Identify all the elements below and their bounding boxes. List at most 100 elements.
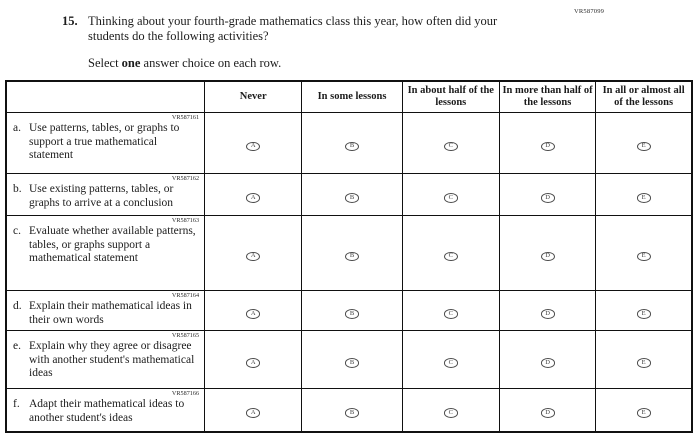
response-matrix: Never In some lessons In about half of t… [5,80,693,433]
answer-bubble-a-about-half[interactable]: C [443,141,458,151]
bubble-letter: E [641,358,646,366]
answer-bubble-f-all-or-almost-all[interactable]: E [636,408,651,418]
table-row-b: VR587162 b. Use existing patterns, table… [5,173,693,216]
answer-bubble-f-about-half[interactable]: C [443,408,458,418]
row-text: Evaluate whether available patterns, tab… [29,225,196,264]
answer-cell: C [401,173,500,216]
question-number: 15. [62,14,78,28]
bubble-letter: C [448,358,453,366]
answer-cell: A [204,388,303,432]
bubble-letter: E [641,193,646,201]
answer-bubble-b-about-half[interactable]: C [443,193,458,203]
row-letter: f. [13,398,20,410]
answer-bubble-e-all-or-almost-all[interactable]: E [636,358,651,368]
column-header-some-lessons: In some lessons [301,80,403,113]
bubble-letter: A [250,193,256,201]
answer-bubble-f-more-than-half[interactable]: D [540,408,555,418]
answer-bubble-a-more-than-half[interactable]: D [540,141,555,151]
row-letter: d. [13,300,22,312]
table-row-e: VR587165 e. Explain why they agree or di… [5,330,693,389]
row-code: VR587164 [171,292,200,299]
answer-bubble-c-never[interactable]: A [246,251,261,261]
answer-cell: C [401,330,500,389]
bubble-letter: C [448,309,453,317]
row-letter: a. [13,122,21,134]
answer-bubble-c-about-half[interactable]: C [443,251,458,261]
answer-cell: A [204,112,303,174]
answer-bubble-d-some-lessons[interactable]: B [345,309,359,319]
answer-bubble-c-all-or-almost-all[interactable]: E [636,251,651,261]
answer-cell: C [401,215,500,291]
answer-cell: D [498,112,597,174]
answer-cell: B [301,388,403,432]
answer-bubble-e-some-lessons[interactable]: B [345,358,359,368]
answer-bubble-f-some-lessons[interactable]: B [345,408,359,418]
row-text: Use existing patterns, tables, or graphs… [29,183,174,209]
answer-bubble-b-all-or-almost-all[interactable]: E [636,193,651,203]
answer-cell: D [498,388,597,432]
answer-bubble-c-more-than-half[interactable]: D [540,251,555,261]
answer-cell: D [498,290,597,331]
row-stem: VR587162 b. Use existing patterns, table… [5,173,206,216]
row-letter: b. [13,183,22,195]
row-stem: VR587163 c. Evaluate whether available p… [5,215,206,291]
bubble-letter: D [545,193,550,201]
bubble-letter: E [641,252,646,259]
answer-bubble-f-never[interactable]: A [246,408,261,418]
table-row-f: VR587166 f. Adapt their mathematical ide… [5,388,693,432]
answer-bubble-e-more-than-half[interactable]: D [540,358,555,368]
answer-bubble-d-more-than-half[interactable]: D [540,309,555,319]
question-instruction: Select one answer choice on each row. [88,56,281,71]
answer-cell: D [498,215,597,291]
row-code: VR587163 [171,217,200,224]
column-header-more-than-half: In more than half of the lessons [498,80,597,113]
answer-bubble-e-never[interactable]: A [246,358,261,368]
row-code: VR587166 [171,390,200,397]
row-code: VR587161 [171,114,200,121]
answer-bubble-d-never[interactable]: A [246,309,261,319]
bubble-letter: A [250,358,256,366]
answer-bubble-d-all-or-almost-all[interactable]: E [636,309,651,319]
instruction-prefix: Select [88,56,122,70]
bubble-letter: A [250,408,256,416]
answer-bubble-d-about-half[interactable]: C [443,309,458,319]
bubble-letter: C [448,193,453,201]
column-header-all-or-almost-all: In all or almost all of the lessons [595,80,693,113]
answer-cell: E [595,330,693,389]
answer-cell: B [301,330,403,389]
question-block: 15. Thinking about your fourth-grade mat… [62,14,542,44]
question-text: Thinking about your fourth-grade mathema… [88,14,498,43]
bubble-letter: E [641,408,646,416]
bubble-letter: C [448,142,453,149]
bubble-letter: D [545,358,550,366]
column-header-about-half: In about half of the lessons [401,80,500,113]
answer-cell: C [401,290,500,331]
instruction-bold-word: one [121,56,141,70]
stem-header-empty [5,80,206,113]
row-stem: VR587164 d. Explain their mathematical i… [5,290,206,331]
answer-bubble-e-about-half[interactable]: C [443,358,458,368]
answer-bubble-b-more-than-half[interactable]: D [540,193,555,203]
bubble-letter: D [545,142,550,149]
answer-bubble-b-never[interactable]: A [246,193,261,203]
bubble-letter: A [250,142,256,149]
answer-bubble-c-some-lessons[interactable]: B [345,251,359,261]
bubble-letter: D [545,309,550,317]
row-stem: VR587165 e. Explain why they agree or di… [5,330,206,389]
row-text: Explain their mathematical ideas in thei… [29,300,192,326]
answer-bubble-a-some-lessons[interactable]: B [345,141,359,151]
row-letter: c. [13,225,21,237]
answer-cell: D [498,173,597,216]
answer-cell: E [595,290,693,331]
row-code: VR587165 [171,332,200,339]
answer-bubble-a-never[interactable]: A [246,141,261,151]
bubble-letter: B [349,142,355,149]
row-text: Use patterns, tables, or graphs to suppo… [29,122,180,161]
bubble-letter: B [349,309,355,317]
answer-cell: B [301,215,403,291]
bubble-letter: B [349,252,355,259]
bubble-letter: A [250,252,256,259]
answer-bubble-a-all-or-almost-all[interactable]: E [636,141,651,151]
row-stem: VR587161 a. Use patterns, tables, or gra… [5,112,206,174]
answer-bubble-b-some-lessons[interactable]: B [345,193,359,203]
